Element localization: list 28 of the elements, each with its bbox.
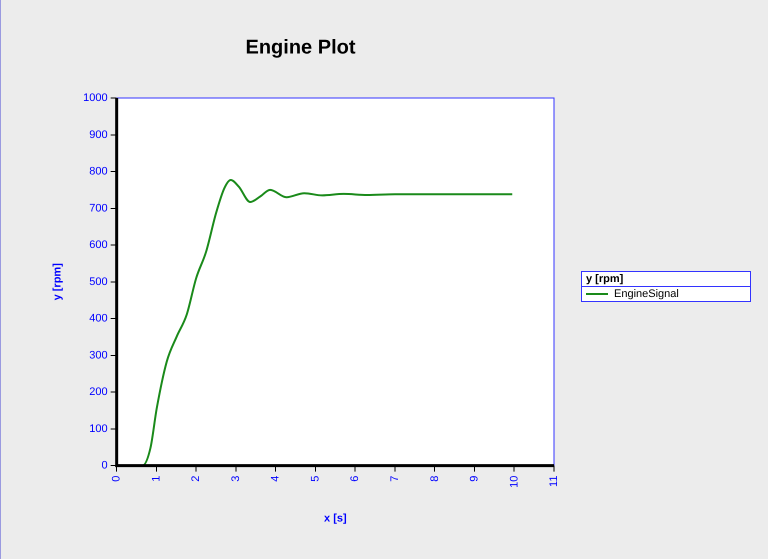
x-tick-label: 11: [548, 476, 560, 487]
legend-title: y [rpm]: [582, 272, 750, 287]
x-tick-label: 1: [150, 476, 162, 482]
x-tick-label: 10: [508, 476, 520, 488]
y-tick-label: 100: [89, 422, 108, 435]
x-tick-label: 8: [428, 476, 441, 482]
x-tick-label: 5: [309, 476, 322, 482]
y-tick-label: 600: [89, 239, 108, 252]
x-tick-label: 3: [230, 476, 242, 482]
y-tick-label: 900: [89, 128, 108, 141]
legend-label: EngineSignal: [614, 288, 679, 300]
x-tick-label: 4: [270, 476, 282, 482]
y-tick-label: 500: [89, 276, 108, 288]
x-tick-label: 6: [349, 476, 362, 482]
y-tick-label: 700: [89, 202, 108, 214]
x-tick-label: 2: [190, 476, 202, 482]
y-tick-label: 300: [89, 349, 108, 362]
x-tick-label: 9: [468, 476, 481, 482]
y-tick-label: 1000: [83, 92, 108, 104]
y-tick-label: 0: [102, 460, 108, 472]
x-tick-label: 0: [110, 476, 123, 482]
y-tick-label: 400: [89, 312, 108, 325]
y-tick-label: 800: [89, 166, 108, 178]
x-axis-title: x [s]: [324, 512, 347, 524]
y-tick-label: 200: [89, 386, 108, 398]
chart-title: Engine Plot: [246, 36, 356, 59]
x-tick-label: 7: [389, 476, 401, 482]
y-axis-title: y [rpm]: [52, 262, 64, 300]
